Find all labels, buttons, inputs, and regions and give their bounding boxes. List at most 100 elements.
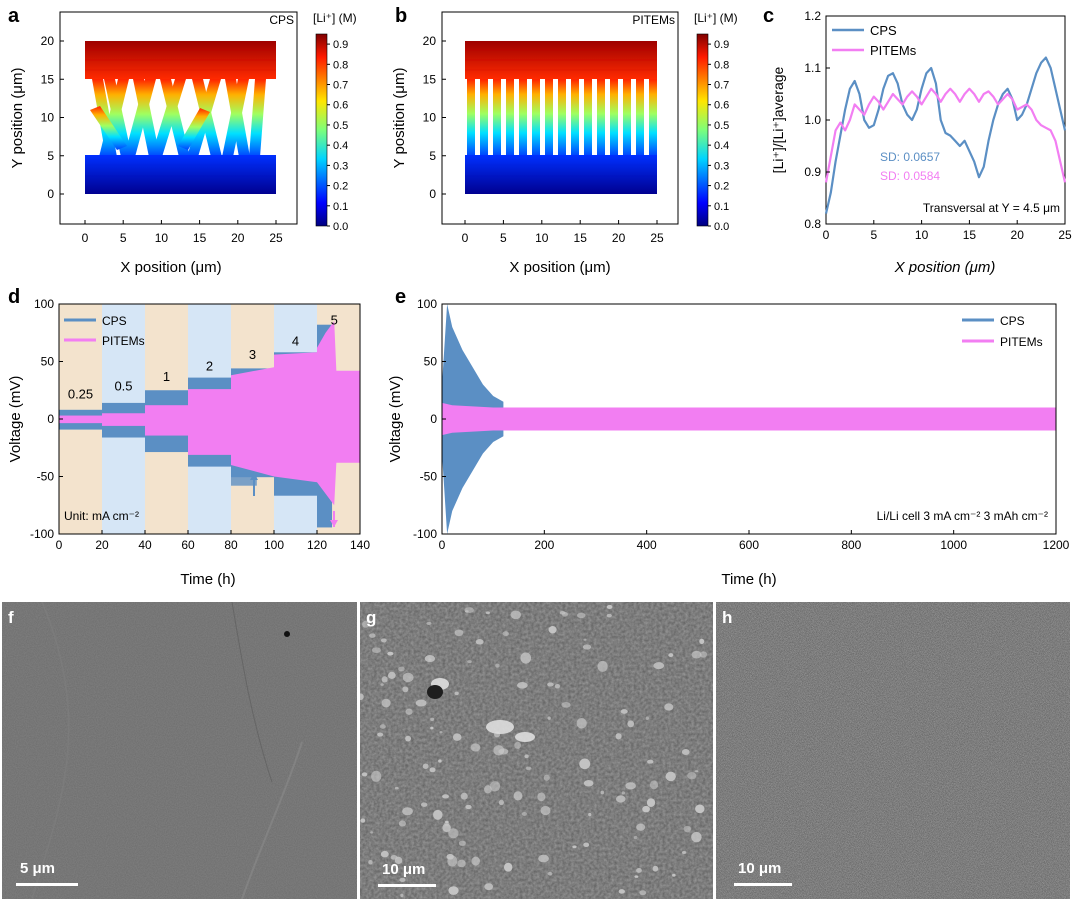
sem-grains <box>360 604 708 898</box>
y-tick-label: 20 <box>41 34 55 48</box>
grain <box>543 774 550 781</box>
y-tick-label: 50 <box>41 355 55 369</box>
rate-label: 1 <box>163 369 170 384</box>
cbar-tick-label: 0.0 <box>714 221 729 233</box>
grain <box>381 676 388 683</box>
panel-c-ylabel: [Li⁺]/[Li⁺]average <box>770 66 786 173</box>
cbar-tick-label: 0.9 <box>714 39 729 51</box>
pillar <box>467 79 475 156</box>
y-tick-label: 0 <box>47 187 54 201</box>
panel-d-unit-note: Unit: mA cm⁻² <box>64 509 139 523</box>
pillar <box>506 79 514 156</box>
panel-e-xlabel: Time (h) <box>721 571 776 588</box>
grain <box>438 759 442 763</box>
grain <box>405 708 413 715</box>
grain <box>547 682 554 687</box>
y-tick-label: 20 <box>423 34 437 48</box>
cbar-tick-label: 0.9 <box>333 39 348 51</box>
grain <box>380 850 389 858</box>
grain <box>700 651 708 658</box>
rate-label: 2 <box>206 359 213 374</box>
grain <box>371 647 381 654</box>
panel-c-legend: CPS PITEMs <box>832 23 917 58</box>
grain <box>583 638 587 641</box>
grain <box>540 805 551 816</box>
cbar-tick-label: 0.6 <box>714 100 729 112</box>
panel-b: b PITEMs 0 5 10 15 20 25 0 5 10 15 20 X position … <box>391 5 738 276</box>
grain <box>402 686 409 693</box>
legend-label-pitems: PITEMs <box>1000 335 1043 349</box>
grain <box>454 629 464 637</box>
grain <box>380 683 384 686</box>
grain <box>665 771 676 782</box>
grain <box>588 812 592 817</box>
cbar-tick-label: 0.1 <box>333 201 348 213</box>
cbar-tick-label: 0.0 <box>333 221 348 233</box>
grain <box>361 620 370 628</box>
panel-c-sd-pitems: SD: 0.0584 <box>880 169 940 183</box>
y-tick-label: 0 <box>47 412 54 426</box>
grain <box>484 883 494 891</box>
grain <box>615 795 626 803</box>
x-tick-label: 60 <box>181 538 195 552</box>
pitems-voltage-band <box>102 413 145 426</box>
grain <box>576 718 587 729</box>
x-tick-label: 0 <box>823 228 830 242</box>
grain <box>652 865 659 872</box>
cbar-tick-label: 0.2 <box>714 181 729 193</box>
y-tick-label: 0.8 <box>804 217 821 231</box>
panel-d-xlabel: Time (h) <box>180 571 235 588</box>
grain <box>471 856 481 866</box>
grain <box>503 862 513 872</box>
grain <box>520 652 532 664</box>
grain <box>516 682 528 689</box>
grain <box>572 845 577 849</box>
grain <box>513 791 523 801</box>
rate-label: 3 <box>249 347 256 362</box>
grain <box>625 782 636 790</box>
cbar-tick-label: 0.8 <box>333 59 348 71</box>
cbar-tick-label: 0.6 <box>333 100 348 112</box>
grain <box>510 610 522 620</box>
scale-bar-g <box>378 884 436 887</box>
scale-label-f: 5 μm <box>20 860 56 877</box>
x-tick-label: 20 <box>1011 228 1025 242</box>
panel-b-colorbar <box>696 33 709 227</box>
sem-image-g: g 10 μm <box>360 602 713 899</box>
grain <box>442 823 451 832</box>
panel-c-xlabel: X position (μm) <box>894 259 996 276</box>
panel-letter-a: a <box>8 5 20 27</box>
grain <box>402 807 413 816</box>
grain <box>370 770 382 782</box>
panel-b-tag: PITEMs <box>632 13 675 27</box>
grain <box>420 802 428 807</box>
panel-d-series <box>59 321 360 528</box>
grain <box>370 831 374 834</box>
legend-label-pitems: PITEMs <box>870 43 917 58</box>
pillar <box>636 79 644 156</box>
pillar <box>493 79 501 156</box>
panel-e: e 0 200 400 600 800 1000 1200 -100 -50 0 50 100 Tim… <box>387 286 1070 588</box>
grain <box>548 625 557 634</box>
scale-bar-f <box>16 883 78 886</box>
x-tick-label: 25 <box>650 231 664 245</box>
panel-a-cbar-title: [Li⁺] (M) <box>313 11 357 25</box>
grain <box>687 772 697 780</box>
pitems-voltage-band <box>59 415 102 424</box>
grain <box>636 868 642 873</box>
grain <box>486 720 514 734</box>
legend-label-cps: CPS <box>102 314 127 328</box>
scale-bar-h <box>734 883 792 886</box>
grain <box>390 855 398 860</box>
grain <box>646 798 656 807</box>
grain <box>579 758 591 770</box>
grain <box>502 631 509 637</box>
cbar-tick-label: 0.3 <box>333 160 348 172</box>
grain <box>387 671 396 679</box>
x-tick-label: 400 <box>637 538 657 552</box>
grain <box>681 748 690 755</box>
panel-letter-b: b <box>395 5 407 27</box>
pitems-voltage-band <box>317 321 360 506</box>
pillar <box>519 79 527 156</box>
